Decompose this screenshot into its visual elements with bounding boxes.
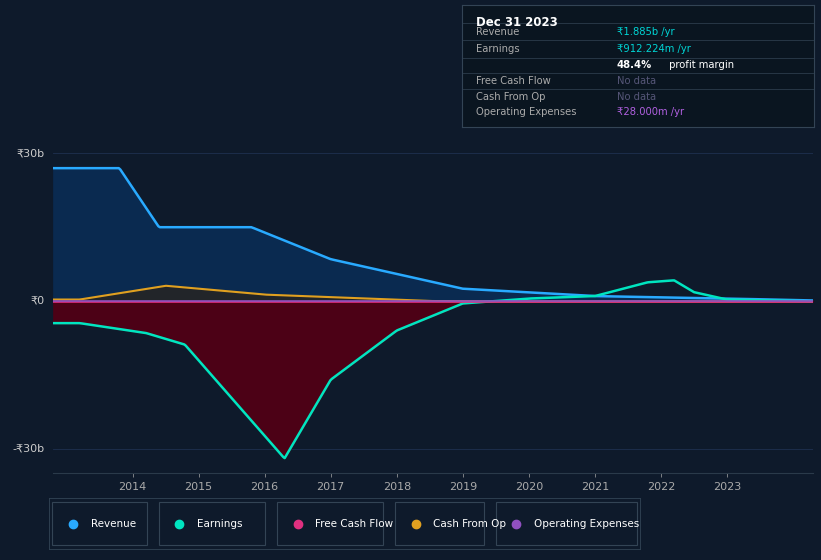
Text: ₹1.885b /yr: ₹1.885b /yr	[617, 27, 675, 37]
Text: 48.4%: 48.4%	[617, 60, 652, 70]
Text: Revenue: Revenue	[90, 519, 135, 529]
Text: Cash From Op: Cash From Op	[433, 519, 507, 529]
Text: Cash From Op: Cash From Op	[476, 92, 546, 101]
Text: ₹30b: ₹30b	[16, 148, 44, 158]
Text: ₹912.224m /yr: ₹912.224m /yr	[617, 44, 690, 54]
Text: ₹0: ₹0	[30, 296, 44, 306]
Text: -₹30b: -₹30b	[12, 444, 44, 454]
Text: Operating Expenses: Operating Expenses	[476, 108, 577, 118]
Text: Revenue: Revenue	[476, 27, 520, 37]
Text: No data: No data	[617, 76, 656, 86]
Text: Operating Expenses: Operating Expenses	[534, 519, 640, 529]
Text: Free Cash Flow: Free Cash Flow	[476, 76, 551, 86]
Text: Earnings: Earnings	[197, 519, 242, 529]
Text: Earnings: Earnings	[476, 44, 520, 54]
Text: Free Cash Flow: Free Cash Flow	[315, 519, 393, 529]
Text: No data: No data	[617, 92, 656, 101]
Text: ₹28.000m /yr: ₹28.000m /yr	[617, 108, 684, 118]
Text: Dec 31 2023: Dec 31 2023	[476, 16, 558, 29]
Text: profit margin: profit margin	[666, 60, 734, 70]
